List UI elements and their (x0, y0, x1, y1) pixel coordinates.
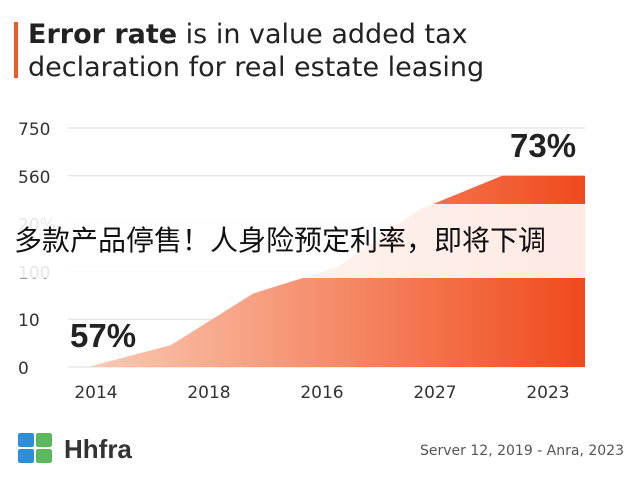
brand-name: Hhfra (64, 434, 132, 464)
annotation-start: 57% (70, 317, 136, 354)
x-tick-label: 2018 (187, 383, 230, 403)
y-tick-label: 560 (18, 168, 50, 188)
brand-logo-icon (18, 433, 52, 463)
x-tick-label: 2016 (300, 383, 343, 403)
y-tick-label: 10 (18, 311, 40, 331)
x-tick-label: 2023 (526, 383, 569, 403)
y-tick-label: 0 (18, 359, 29, 379)
chart-title: Error rate is in value added tax declara… (28, 18, 628, 84)
annotation-end: 73% (510, 127, 576, 164)
y-tick-label: 750 (18, 120, 50, 140)
chart-title-rest: is in value added tax declaration for re… (28, 19, 485, 83)
source-note: Server 12, 2019 - Anra, 2023 (420, 443, 624, 459)
title-accent-bar (14, 22, 18, 78)
chart-title-bold: Error rate (28, 19, 178, 50)
overlay-banner-text: 多款产品停售！人身险预定利率，即将下调 (14, 224, 547, 257)
x-tick-label: 2014 (74, 383, 117, 403)
overlay-banner (0, 204, 640, 278)
x-tick-label: 2027 (413, 383, 456, 403)
